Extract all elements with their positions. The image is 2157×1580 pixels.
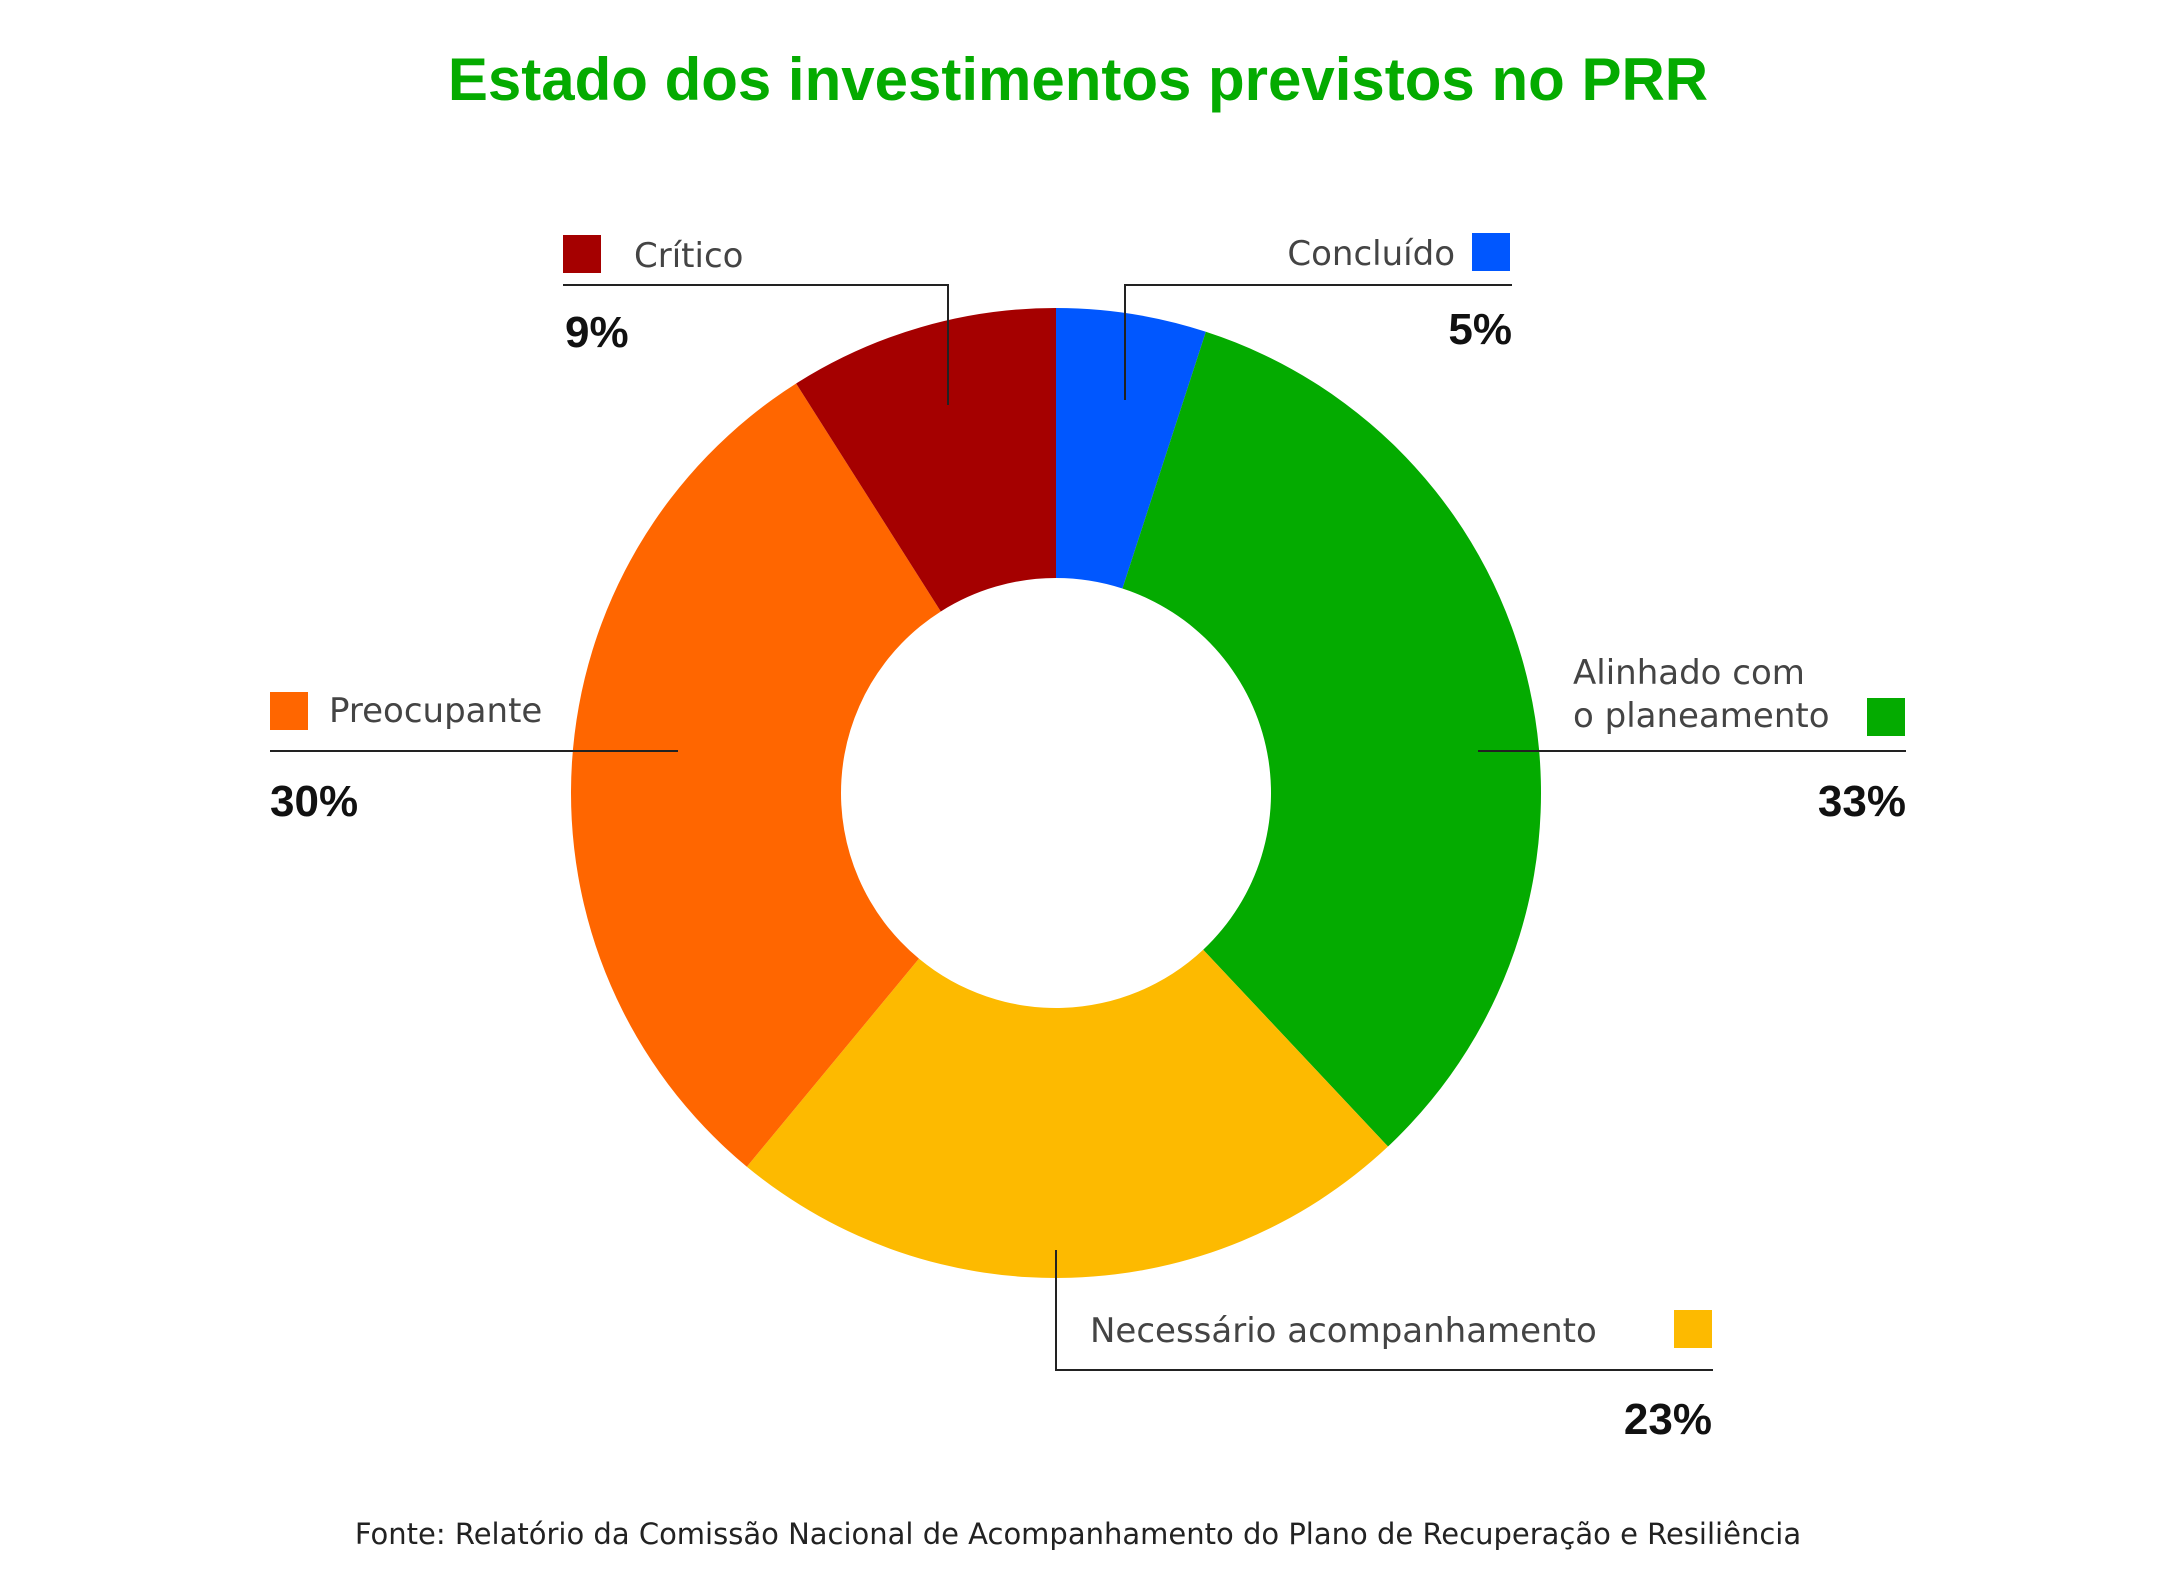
leader-line-necessario [1055,1250,1713,1371]
slice-preocupante [570,383,941,1167]
label-alinhado-line2: o planeamento [1573,696,1830,736]
annotation-critico: Crítico 9% [563,235,949,405]
leader-line-critico [563,284,949,405]
annotation-preocupante: Preocupante 30% [270,691,678,826]
value-label-concluido: 5% [1448,305,1512,354]
annotation-concluido: Concluído 5% [1124,233,1512,400]
value-label-necessario: 23% [1624,1395,1712,1444]
value-label-alinhado: 33% [1818,777,1906,826]
source-note: Fonte: Relatório da Comissão Nacional de… [355,1517,1801,1551]
value-label-preocupante: 30% [270,777,358,826]
slices-group [570,308,1542,1279]
label-necessario: Necessário acompanhamento [1090,1311,1597,1351]
slice-critico [796,308,1056,612]
annotation-alinhado: Alinhado com o planeamento 33% [1478,653,1906,826]
legend-swatch-critico [563,235,601,273]
value-label-critico: 9% [565,308,629,357]
legend-swatch-preocupante [270,692,308,730]
label-critico: Crítico [634,236,743,276]
legend-swatch-alinhado [1867,698,1905,736]
label-concluido: Concluído [1287,234,1455,274]
slice-alinhado [1122,331,1542,1147]
legend-swatch-concluido [1472,233,1510,271]
legend-swatch-necessario [1674,1310,1712,1348]
slice-necessario [746,949,1389,1279]
label-alinhado-line1: Alinhado com [1573,653,1805,693]
label-preocupante: Preocupante [329,691,542,731]
annotation-necessario: Necessário acompanhamento 23% [1055,1250,1713,1444]
chart-title: Estado dos investimentos previstos no PR… [448,46,1708,113]
slice-concluido [1056,308,1206,589]
leader-line-concluido [1124,284,1512,400]
